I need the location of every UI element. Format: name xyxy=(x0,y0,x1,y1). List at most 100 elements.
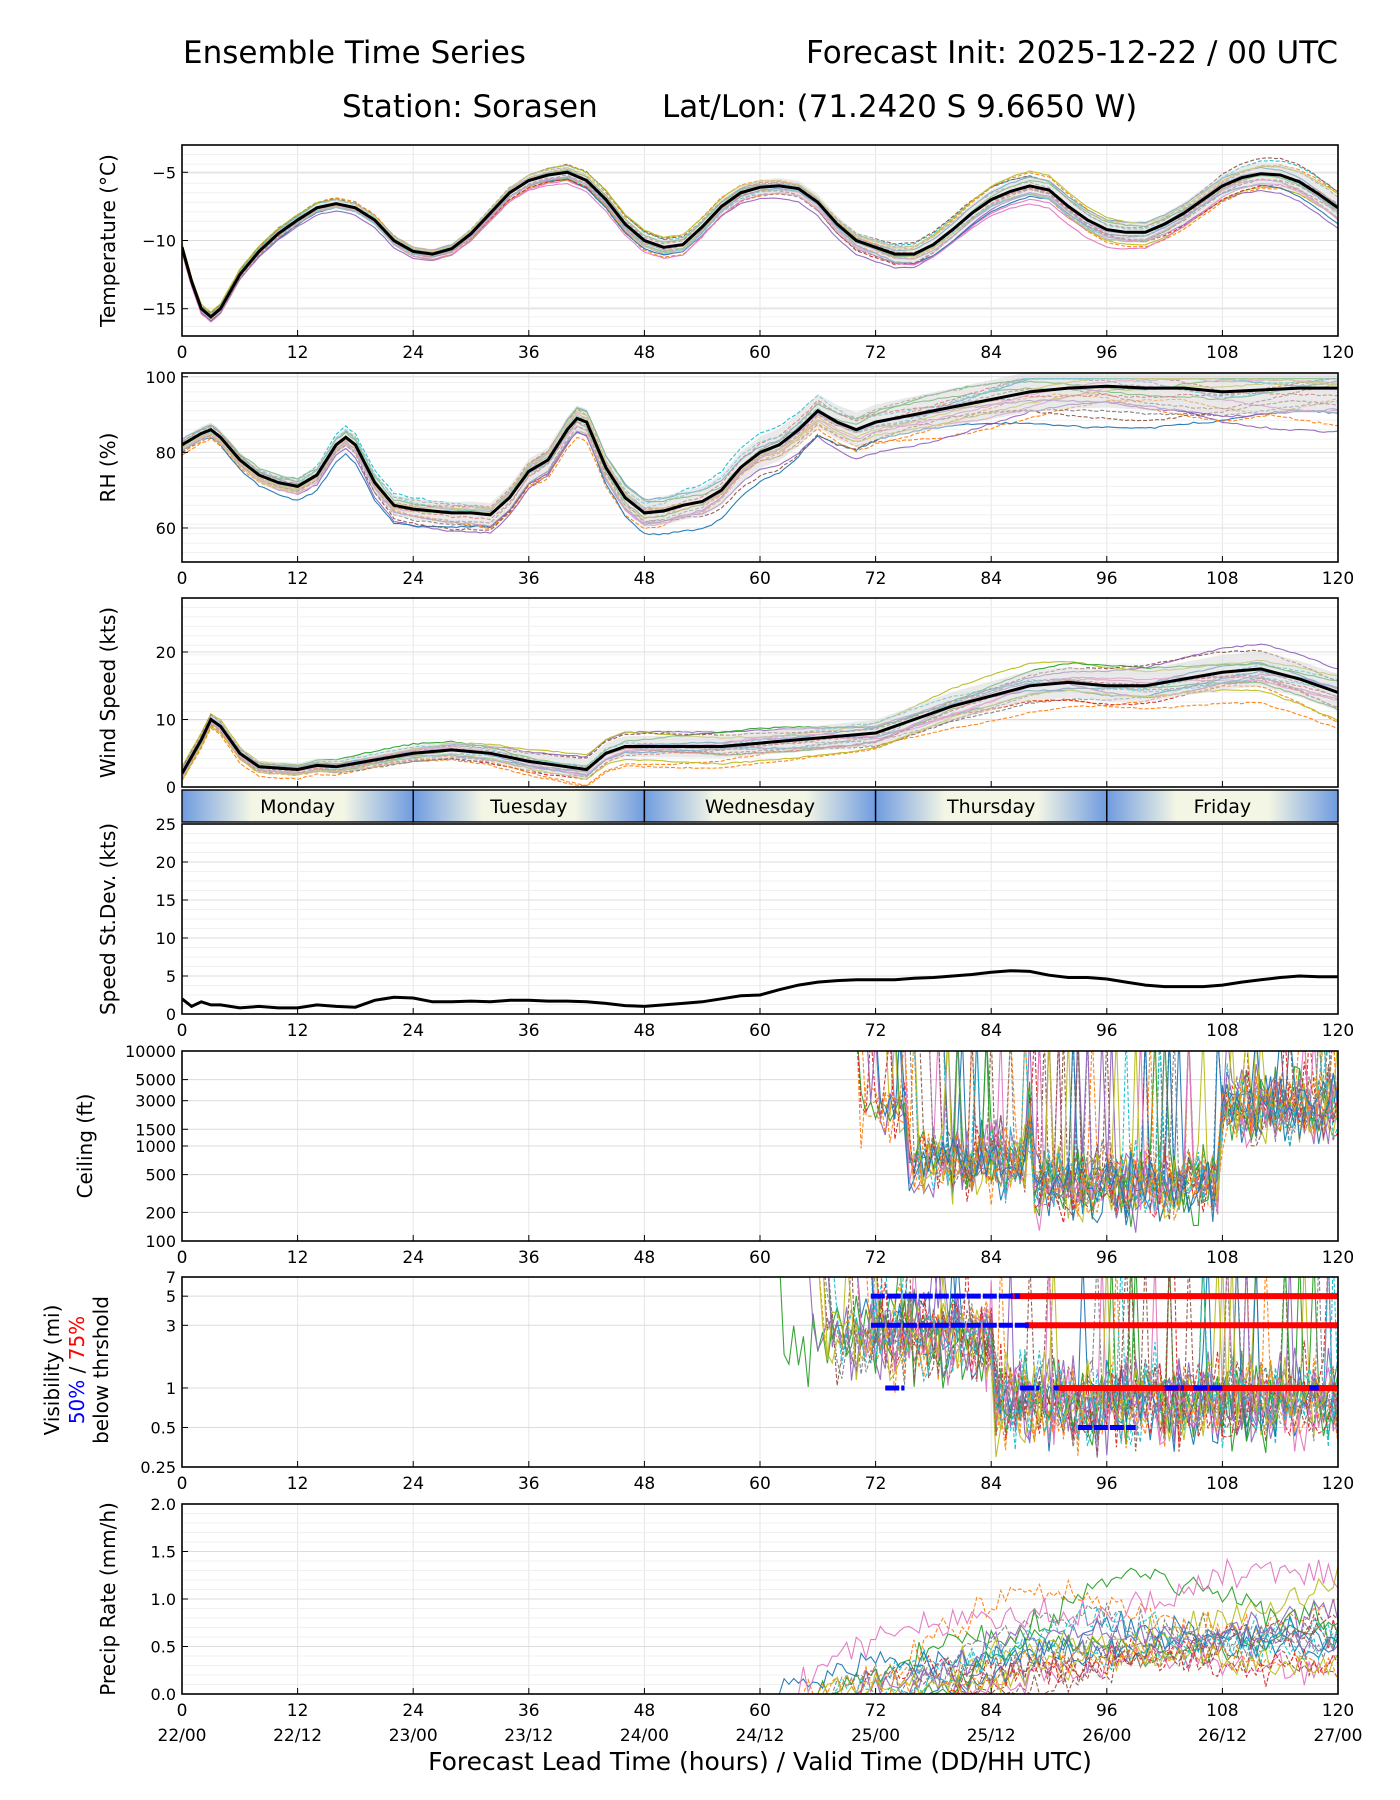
ytick-label: 200 xyxy=(145,1203,176,1222)
xtick-label: 36 xyxy=(518,569,540,589)
xtick-label: 84 xyxy=(980,1701,1002,1721)
member-14 xyxy=(876,1277,1338,1452)
valid-time-label: 24/12 xyxy=(736,1726,785,1746)
valid-time-label: 25/12 xyxy=(967,1726,1016,1746)
yticks-rh: 60 80 100 xyxy=(145,368,188,538)
day-cell xyxy=(181,789,414,823)
xtick-label: 108 xyxy=(1206,1021,1238,1041)
xtick-label: 48 xyxy=(634,1701,656,1721)
xtick-label: 48 xyxy=(634,343,656,363)
ytick-label: 20 xyxy=(156,853,176,872)
ylabel-stdev: Speed St.Dev. (kts) xyxy=(96,823,120,1015)
panel-temperature: −15 −10 −5 Temperature (°C) 0 12 24 36 48 60 72 84 9… xyxy=(96,144,1354,363)
xtick-label: 48 xyxy=(634,1248,656,1268)
ensemble-mean-line xyxy=(182,667,1338,775)
xticks-precip: 0 22/00 12 22/12 24 23/00 36 23/12 48 24/00 60 24/1… xyxy=(158,1688,1363,1746)
member-12 xyxy=(866,1277,1338,1456)
member-14 xyxy=(182,1645,1338,1694)
xtick-label: 84 xyxy=(980,1474,1002,1494)
xtick-label: 0 xyxy=(177,1248,188,1268)
day-cell xyxy=(412,789,646,823)
xtick-label: 60 xyxy=(749,1248,771,1268)
ensemble-mean-line xyxy=(182,969,1338,1010)
member-16 xyxy=(182,400,1338,531)
p75-label: 75% xyxy=(65,1316,89,1360)
xtick-label: 72 xyxy=(865,1474,887,1494)
member-13 xyxy=(182,662,1338,773)
xticks-rh: 0 12 24 36 48 60 72 84 96 108 120 xyxy=(177,556,1354,589)
member-1 xyxy=(857,1277,1338,1452)
day-strip: Monday Tuesday Wednesday Thursday Friday xyxy=(181,789,1339,823)
member-11 xyxy=(182,409,1338,536)
ytick-label: 2.0 xyxy=(151,1495,176,1514)
member-7 xyxy=(929,1051,1338,1231)
xtick-label: 108 xyxy=(1206,1474,1238,1494)
grid-temperature xyxy=(181,144,1339,337)
ytick-label: 0.25 xyxy=(140,1458,176,1477)
xtick-label: 96 xyxy=(1096,1021,1118,1041)
xticks-wind xyxy=(181,781,1339,787)
xtick-label: 24 xyxy=(402,1474,424,1494)
ytick-label: 10000 xyxy=(125,1042,176,1061)
member-19 xyxy=(182,1641,1338,1694)
plot-area-wind xyxy=(182,643,1338,787)
visibility-ylabel: Visibility (mi) 50% / 75% below thrshold xyxy=(40,1296,113,1444)
member-20 xyxy=(914,1051,1338,1215)
ytick-label: 5000 xyxy=(135,1071,176,1090)
xtick-label: 36 xyxy=(518,1701,540,1721)
member-15 xyxy=(182,1598,1338,1694)
ytick-label: 1000 xyxy=(135,1137,176,1156)
ytick-label: 5 xyxy=(166,967,176,986)
station-name: Station: Sorasen xyxy=(342,89,598,125)
figure-header: Ensemble Time Series Forecast Init: 2025… xyxy=(183,35,1338,125)
visibility-label-line3: below thrshold xyxy=(89,1296,113,1444)
xtick-label: 48 xyxy=(634,569,656,589)
xtick-label: 12 xyxy=(287,343,309,363)
member-3 xyxy=(895,1051,1338,1228)
panel-wind: 0 10 20 Wind Speed (kts) xyxy=(96,597,1339,797)
day-cell xyxy=(1106,789,1339,823)
xtick-label: 12 xyxy=(287,1248,309,1268)
xtick-label: 84 xyxy=(980,343,1002,363)
xtick-label: 0 xyxy=(177,1021,188,1041)
xtick-label: 60 xyxy=(749,569,771,589)
xtick-label: 120 xyxy=(1322,569,1354,589)
ylabel-rh: RH (%) xyxy=(96,433,120,503)
xtick-label: 60 xyxy=(749,1701,771,1721)
xtick-label: 60 xyxy=(749,1474,771,1494)
valid-time-label: 22/12 xyxy=(273,1726,322,1746)
station-latlon: Lat/Lon: (71.2420 S 9.6650 W) xyxy=(662,89,1137,125)
ytick-label: 100 xyxy=(145,368,176,387)
xtick-label: 24 xyxy=(402,1248,424,1268)
member-2 xyxy=(182,1578,1338,1694)
xtick-label: 36 xyxy=(518,1474,540,1494)
xtick-label: 60 xyxy=(749,343,771,363)
ytick-label: 0.5 xyxy=(151,1638,176,1657)
member-2 xyxy=(182,698,1338,787)
xtick-label: 120 xyxy=(1322,1248,1354,1268)
xtick-label: 0 xyxy=(177,1474,188,1494)
ytick-label: 0.5 xyxy=(151,1418,176,1437)
ylabel-temperature: Temperature (°C) xyxy=(96,154,120,328)
panel-precip: 0.0 0.5 1.0 1.5 2.0 Precip Rate (mm/h) 0 22/00 1… xyxy=(96,1495,1363,1746)
valid-time-label: 24/00 xyxy=(620,1726,669,1746)
xtick-label: 24 xyxy=(402,1021,424,1041)
ytick-label: 10 xyxy=(156,929,176,948)
ytick-label: 25 xyxy=(156,815,176,834)
xtick-label: 96 xyxy=(1096,569,1118,589)
xtick-label: 36 xyxy=(518,1021,540,1041)
ytick-label: 100 xyxy=(145,1232,176,1251)
member-15 xyxy=(867,1051,1338,1233)
xtick-label: 108 xyxy=(1206,569,1238,589)
ytick-label: 1.0 xyxy=(151,1590,176,1609)
member-13 xyxy=(182,1567,1338,1694)
ensemble-mean-line xyxy=(182,170,1338,319)
visibility-label-line2: 50% / 75% xyxy=(65,1316,89,1424)
xtick-label: 24 xyxy=(402,569,424,589)
xtick-label: 72 xyxy=(865,1021,887,1041)
day-label: Thursday xyxy=(946,796,1035,818)
ytick-label: 10 xyxy=(156,711,176,730)
visibility-label-line1: Visibility (mi) xyxy=(40,1305,64,1436)
xtick-label: 12 xyxy=(287,1474,309,1494)
